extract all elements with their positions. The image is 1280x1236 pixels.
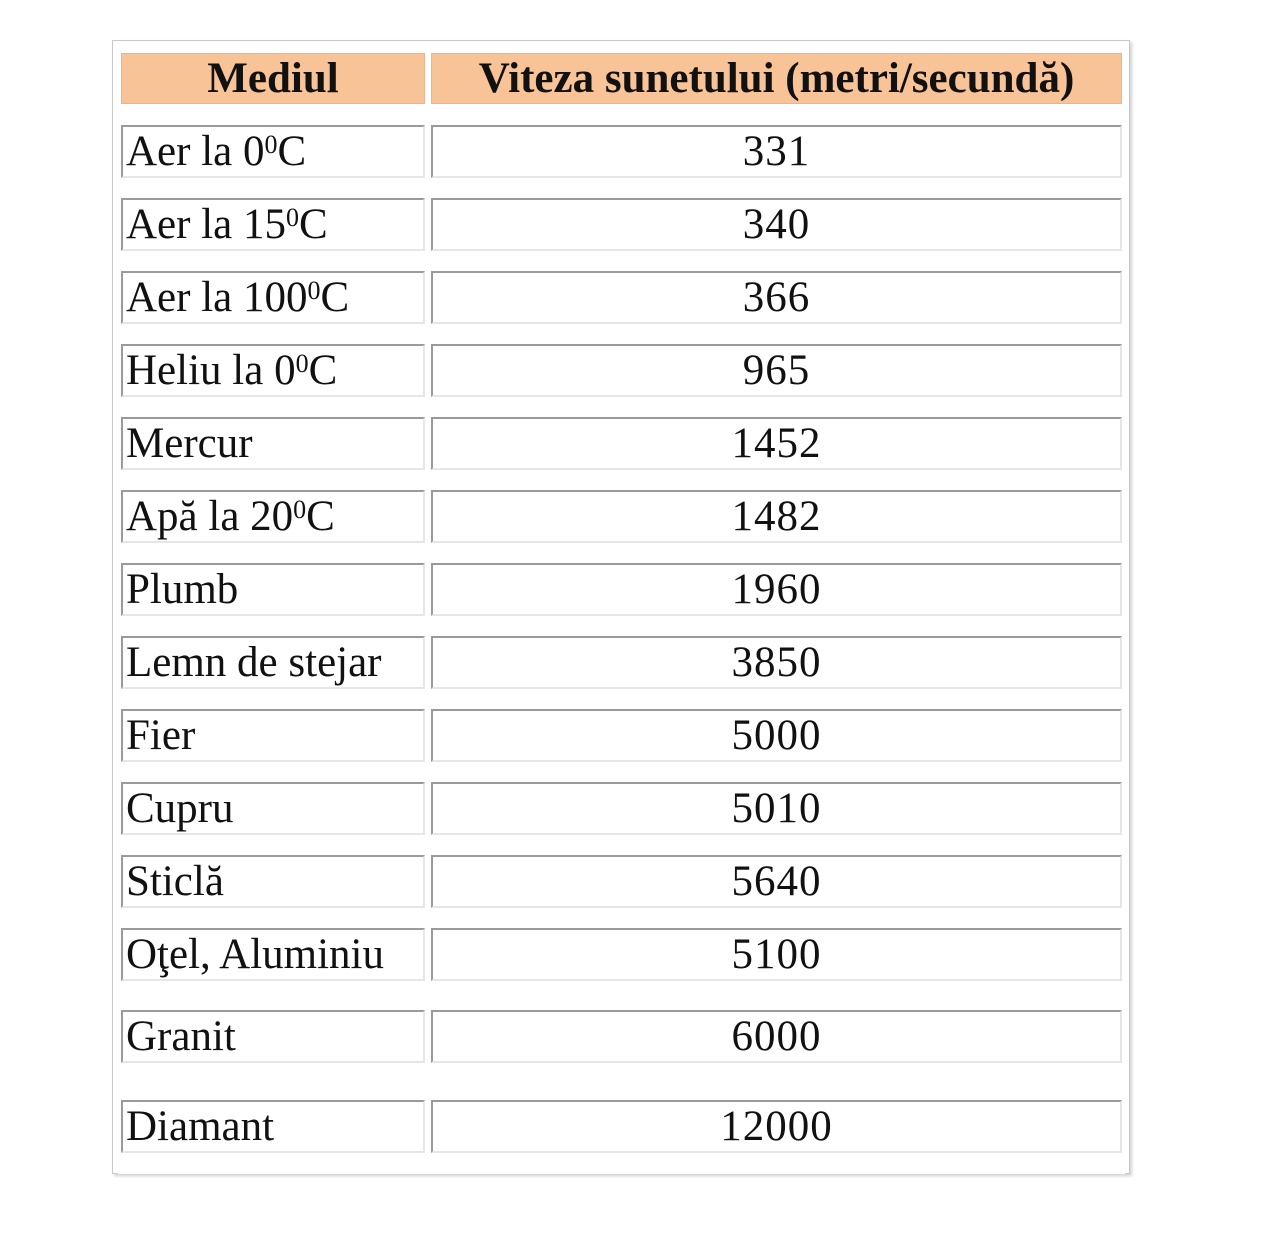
medium-cell: Sticlă — [118, 847, 428, 920]
table-header-row: Mediul Viteza sunetului (metri/secundă) — [118, 45, 1125, 117]
table-row: Granit 6000 — [118, 993, 1125, 1084]
temperature-unit: C — [306, 492, 335, 540]
table-row: Fier 5000 — [118, 701, 1125, 774]
degree-superscript: 0 — [264, 130, 278, 159]
medium-cell: Lemn de stejar — [118, 628, 428, 701]
table-row: Oţel, Aluminiu 5100 — [118, 920, 1125, 993]
table-row: Plumb 1960 — [118, 555, 1125, 628]
degree-superscript: 0 — [295, 349, 309, 378]
speed-cell: 1452 — [428, 409, 1125, 482]
table-row: Diamant 12000 — [118, 1084, 1125, 1174]
temperature-unit: C — [308, 346, 338, 394]
speed-cell: 6000 — [428, 993, 1125, 1084]
speed-value: 5640 — [731, 857, 822, 905]
degree-superscript: 0 — [286, 203, 299, 232]
speed-cell: 366 — [428, 263, 1125, 336]
table-row: Heliu la 0 0 C 965 — [118, 336, 1125, 409]
speed-value: 965 — [742, 346, 811, 394]
table-row: Aer la 100 0 C 366 — [118, 263, 1125, 336]
degree-superscript: 0 — [307, 276, 321, 305]
table-row: Aer la 15 0 C 340 — [118, 190, 1125, 263]
speed-value: 5100 — [731, 930, 822, 978]
speed-cell: 965 — [428, 336, 1125, 409]
header-speed-cell: Viteza sunetului (metri/secundă) — [428, 45, 1125, 117]
speed-cell: 340 — [428, 190, 1125, 263]
medium-name: Plumb — [126, 565, 239, 613]
speed-value: 366 — [742, 273, 811, 321]
temperature-unit: C — [299, 200, 328, 248]
medium-cell: Fier — [118, 701, 428, 774]
temperature-unit: C — [320, 273, 350, 321]
speed-value: 5010 — [731, 784, 822, 832]
speed-value: 3850 — [731, 638, 822, 686]
speed-cell: 5100 — [428, 920, 1125, 993]
medium-name: Sticlă — [126, 857, 224, 905]
header-medium-cell: Mediul — [118, 45, 428, 117]
medium-cell: Granit — [118, 993, 428, 1084]
medium-name: Fier — [126, 711, 196, 759]
speed-cell: 5010 — [428, 774, 1125, 847]
speed-cell: 331 — [428, 117, 1125, 190]
speed-value: 6000 — [731, 1012, 822, 1060]
speed-value: 1960 — [731, 565, 822, 613]
medium-cell: Aer la 15 0 C — [118, 190, 428, 263]
table-row: Mercur 1452 — [118, 409, 1125, 482]
table-row: Sticlă 5640 — [118, 847, 1125, 920]
speed-of-sound-table: Mediul Viteza sunetului (metri/secundă) … — [118, 45, 1125, 1174]
speed-value: 331 — [742, 127, 811, 175]
medium-name: Aer la 0 — [126, 127, 265, 175]
temperature-unit: C — [277, 127, 307, 175]
speed-of-sound-table-frame: Mediul Viteza sunetului (metri/secundă) … — [112, 40, 1130, 1174]
speed-cell: 12000 — [428, 1084, 1125, 1174]
medium-cell: Apă la 20 0 C — [118, 482, 428, 555]
medium-cell: Cupru — [118, 774, 428, 847]
table-row: Apă la 20 0 C 1482 — [118, 482, 1125, 555]
medium-cell: Diamant — [118, 1084, 428, 1174]
medium-name: Aer la 100 — [126, 273, 308, 321]
medium-name: Oţel, Aluminiu — [126, 930, 384, 978]
speed-value: 1452 — [731, 419, 822, 467]
medium-name: Cupru — [126, 784, 234, 832]
table-row: Lemn de stejar 3850 — [118, 628, 1125, 701]
medium-cell: Mercur — [118, 409, 428, 482]
speed-cell: 1482 — [428, 482, 1125, 555]
speed-cell: 3850 — [428, 628, 1125, 701]
medium-name: Heliu la 0 — [126, 346, 296, 394]
header-speed: Viteza sunetului (metri/secundă) — [478, 55, 1075, 102]
medium-name: Diamant — [126, 1103, 275, 1150]
medium-cell: Aer la 100 0 C — [118, 263, 428, 336]
table-row: Cupru 5010 — [118, 774, 1125, 847]
speed-cell: 5640 — [428, 847, 1125, 920]
degree-superscript: 0 — [293, 495, 307, 524]
speed-cell: 1960 — [428, 555, 1125, 628]
speed-value: 12000 — [720, 1103, 833, 1150]
medium-name: Granit — [126, 1012, 236, 1060]
medium-cell: Plumb — [118, 555, 428, 628]
medium-name: Aer la 15 — [126, 200, 286, 248]
medium-name: Mercur — [126, 419, 253, 467]
speed-value: 5000 — [731, 711, 822, 759]
medium-name: Apă la 20 — [126, 492, 294, 540]
speed-value: 1482 — [731, 492, 822, 540]
table-row: Aer la 0 0 C 331 — [118, 117, 1125, 190]
speed-value: 340 — [742, 200, 811, 248]
speed-cell: 5000 — [428, 701, 1125, 774]
medium-name: Lemn de stejar — [126, 638, 382, 686]
header-medium: Mediul — [207, 55, 339, 102]
medium-cell: Oţel, Aluminiu — [118, 920, 428, 993]
